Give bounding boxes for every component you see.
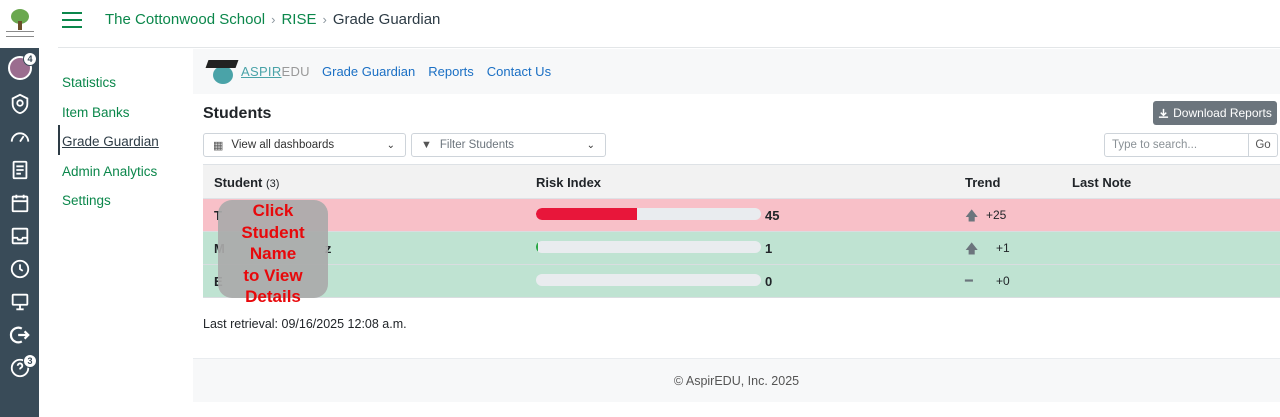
arrow-up-icon: 🡅 (965, 208, 979, 223)
breadcrumb-current: Grade Guardian (332, 11, 441, 28)
trend-value: +25 (986, 208, 1007, 222)
dashboard-gauge-icon (10, 132, 29, 143)
breadcrumb: The Cottonwood School › RISE › Grade Gua… (105, 11, 440, 28)
table-row[interactable]: E 0 ━ +0 (203, 265, 1280, 298)
breadcrumb-course[interactable]: RISE (281, 11, 317, 28)
grade-guardian-app: ASPIREDU Grade Guardian Reports Contact … (193, 49, 1280, 402)
graduation-cap-globe-icon (205, 56, 239, 86)
filter-students-select[interactable]: ▼ Filter Students ⌄ (411, 133, 606, 157)
help-badge: 3 (23, 354, 37, 368)
course-nav: Statistics Item Banks Grade Guardian Adm… (58, 66, 188, 214)
search-input[interactable]: Type to search... (1104, 133, 1249, 157)
trend-value: +1 (996, 241, 1010, 255)
admin-nav-item[interactable] (0, 88, 39, 120)
dashboards-select-value: View all dashboards (231, 139, 335, 151)
courses-book-icon (12, 160, 27, 180)
course-nav-settings[interactable]: Settings (62, 193, 111, 208)
logout-nav-item[interactable] (0, 319, 39, 351)
column-risk-index[interactable]: Risk Index (536, 175, 602, 190)
breadcrumb-separator: › (322, 12, 327, 27)
hamburger-menu-icon[interactable] (62, 12, 82, 28)
risk-bar (536, 208, 761, 220)
tree-logo-icon (5, 9, 34, 39)
inbox-nav-item[interactable] (0, 220, 39, 252)
filter-students-value: Filter Students (439, 139, 515, 151)
table-row[interactable]: T 45 🡅 +25 (203, 199, 1280, 232)
global-nav: 4 3 (0, 0, 39, 417)
risk-bar (536, 241, 761, 253)
breadcrumb-school[interactable]: The Cottonwood School (105, 11, 266, 28)
risk-score: 1 (765, 241, 773, 256)
history-clock-icon (10, 259, 29, 279)
risk-bar-fill (536, 208, 638, 220)
column-student[interactable]: Student (3) (214, 175, 280, 190)
click-student-tooltip: Click Student Name to View Details (218, 200, 328, 306)
minus-icon: ━ (965, 273, 973, 288)
course-nav-item-banks[interactable]: Item Banks (62, 104, 130, 120)
table-row[interactable]: Mz 1 🡅 +1 (203, 232, 1280, 265)
trend-value: +0 (996, 274, 1010, 288)
course-nav-admin-analytics[interactable]: Admin Analytics (62, 163, 158, 179)
help-nav-item[interactable]: 3 (0, 352, 39, 384)
download-reports-label: Download Reports (1173, 106, 1272, 120)
chevron-down-icon: ⌄ (386, 140, 395, 151)
dashboards-select[interactable]: ▦ View all dashboards ⌄ (203, 133, 406, 157)
download-icon (1159, 108, 1169, 118)
calendar-icon (11, 194, 28, 213)
studio-icon (11, 293, 28, 311)
account-nav-item[interactable]: 4 (0, 52, 39, 84)
notification-badge: 4 (23, 52, 37, 66)
student-count: (3) (266, 178, 280, 190)
dashboard-nav-item[interactable] (0, 121, 39, 153)
school-logo[interactable] (0, 0, 39, 48)
admin-shield-icon (11, 93, 28, 115)
table-header: Student (3) Risk Index Trend Last Note (203, 164, 1280, 199)
download-reports-button[interactable]: Download Reports (1153, 101, 1277, 125)
column-trend[interactable]: Trend (965, 175, 1001, 190)
help-icon (10, 358, 29, 378)
page-header: The Cottonwood School › RISE › Grade Gua… (39, 0, 1280, 40)
courses-nav-item[interactable] (0, 154, 39, 186)
link-reports[interactable]: Reports (428, 64, 474, 79)
aspiredu-brand[interactable]: ASPIREDU (205, 56, 310, 86)
students-table: Student (3) Risk Index Trend Last Note T… (203, 164, 1280, 298)
course-nav-grade-guardian[interactable]: Grade Guardian (58, 125, 188, 155)
link-contact-us[interactable]: Contact Us (486, 64, 552, 79)
logout-icon (9, 326, 30, 344)
arrow-up-icon: 🡅 (965, 241, 979, 256)
chevron-down-icon: ⌄ (586, 140, 595, 151)
link-grade-guardian[interactable]: Grade Guardian (322, 64, 416, 79)
risk-bar (536, 274, 761, 286)
breadcrumb-separator: › (271, 12, 276, 27)
calendar-nav-item[interactable] (0, 187, 39, 219)
page-title: Students (203, 105, 272, 122)
inbox-icon (11, 227, 28, 245)
app-topbar: ASPIREDU Grade Guardian Reports Contact … (193, 49, 1280, 94)
history-nav-item[interactable] (0, 253, 39, 285)
go-button[interactable]: Go (1249, 133, 1278, 157)
brand-name: ASPIREDU (241, 63, 310, 79)
column-last-note[interactable]: Last Note (1072, 175, 1132, 190)
app-footer: © AspirEDU, Inc. 2025 (193, 358, 1280, 402)
student-name[interactable]: T (214, 208, 222, 223)
table-grid-icon: ▦ (213, 139, 224, 152)
risk-score: 45 (765, 208, 780, 223)
risk-bar-fill (536, 241, 539, 253)
studio-nav-item[interactable] (0, 286, 39, 318)
course-nav-statistics[interactable]: Statistics (62, 75, 117, 90)
app-links: Grade Guardian Reports Contact Us (322, 64, 551, 79)
filter-funnel-icon: ▼ (421, 139, 432, 151)
last-retrieval: Last retrieval: 09/16/2025 12:08 a.m. (203, 317, 407, 331)
header-divider (58, 47, 1280, 48)
risk-score: 0 (765, 274, 773, 289)
